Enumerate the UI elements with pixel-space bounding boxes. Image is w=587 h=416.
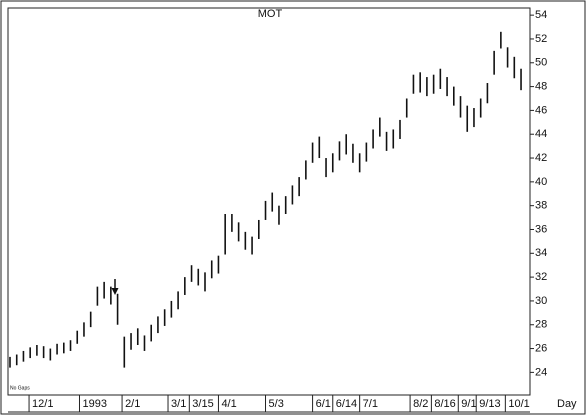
x-tick-label: 8/2 — [413, 398, 428, 410]
plot-area — [7, 7, 531, 396]
x-tick-label: 6/14 — [336, 398, 357, 410]
x-tick-label: 7/1 — [363, 398, 378, 410]
x-tick-label: 2/1 — [125, 398, 140, 410]
y-tick-label: 30 — [535, 295, 547, 307]
x-tick-label: 8/16 — [434, 398, 455, 410]
y-tick-label: 40 — [535, 176, 547, 188]
x-tick-label: 1993 — [82, 398, 106, 410]
y-tick-label: 26 — [535, 342, 547, 354]
x-axis-label: Day — [557, 398, 577, 410]
y-tick-label: 34 — [535, 247, 547, 259]
y-tick-label: 24 — [535, 366, 547, 378]
x-tick-label: 3/1 — [171, 398, 186, 410]
x-tick-label: 3/15 — [192, 398, 213, 410]
y-tick-label: 50 — [535, 57, 547, 69]
x-tick-label: 5/3 — [269, 398, 284, 410]
y-tick-label: 32 — [535, 271, 547, 283]
x-tick-label: 9/13 — [479, 398, 500, 410]
y-tick-label: 28 — [535, 319, 547, 331]
x-tick-label: 12/1 — [32, 398, 53, 410]
y-tick-label: 54 — [535, 9, 547, 21]
y-tick-label: 44 — [535, 128, 547, 140]
x-tick-label: 10/1 — [508, 398, 529, 410]
x-tick-label: 4/1 — [221, 398, 236, 410]
y-tick-label: 36 — [535, 223, 547, 235]
chart-title: MOT — [258, 8, 283, 20]
y-tick-label: 42 — [535, 152, 547, 164]
y-tick-label: 52 — [535, 33, 547, 45]
y-tick-label: 38 — [535, 200, 547, 212]
x-tick-label: 6/1 — [316, 398, 331, 410]
y-tick-label: 48 — [535, 80, 547, 92]
y-tick-label: 46 — [535, 104, 547, 116]
note: No Gaps — [10, 385, 30, 391]
arrow — [111, 279, 119, 295]
x-tick-label: 9/1 — [461, 398, 476, 410]
